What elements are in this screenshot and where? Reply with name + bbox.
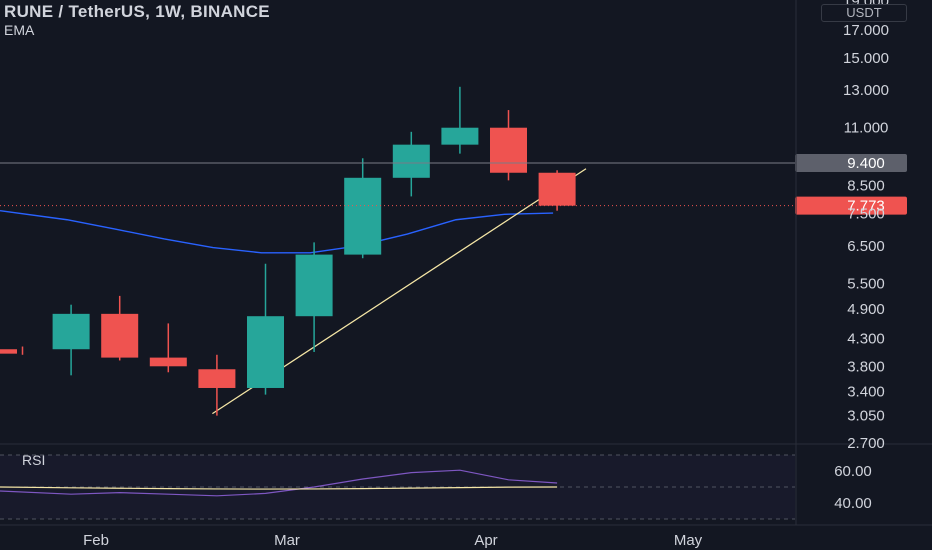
- indicator-label[interactable]: EMA: [4, 22, 35, 38]
- currency-badge[interactable]: USDT: [821, 4, 907, 22]
- candle-body: [0, 349, 17, 354]
- rsi-pane: 60.00 40.00: [0, 443, 932, 520]
- price-tick-label: 11.000: [844, 120, 889, 137]
- candle-bull: [52, 304, 90, 376]
- time-tick-label: Feb: [83, 532, 109, 549]
- candle-body: [149, 357, 187, 367]
- time-tick-label: Mar: [274, 532, 300, 549]
- rsi-band: [0, 455, 795, 519]
- horizontal-line-layer[interactable]: 9.400 7.773: [0, 153, 907, 215]
- candles-layer[interactable]: [0, 86, 576, 416]
- symbol-title[interactable]: RUNE / TetherUS, 1W, BINANCE: [4, 2, 270, 21]
- rsi-line: [0, 469, 558, 497]
- candle-bear: [101, 295, 139, 361]
- rsi-label[interactable]: RSI: [22, 452, 46, 468]
- hline-price-tag: [795, 153, 907, 172]
- candle-body: [198, 369, 236, 388]
- candle-bull: [441, 86, 479, 154]
- candle-body: [247, 316, 284, 388]
- candle-bear: [149, 323, 187, 373]
- rsi-ma-line: [0, 486, 558, 490]
- candle-bull: [392, 131, 430, 197]
- price-tick-label: 8.500: [847, 178, 885, 195]
- candle-bull: [344, 158, 382, 259]
- price-tick-label: 3.050: [847, 408, 885, 425]
- candle-body: [295, 254, 333, 317]
- price-tick-label: 5.500: [847, 275, 885, 292]
- candle-bear: [490, 110, 527, 181]
- time-tick-label: Apr: [474, 532, 497, 549]
- ema-line-layer: [0, 210, 554, 254]
- candle-bull: [247, 263, 284, 395]
- candle-bull: [295, 242, 333, 352]
- candle-body: [441, 127, 479, 145]
- price-tick-label: 7.500: [847, 206, 885, 223]
- candle-bear: [0, 346, 24, 355]
- price-tick-label: 3.800: [847, 358, 885, 375]
- price-axis[interactable]: 19.00017.00015.00013.00011.0008.5007.500…: [795, 0, 889, 525]
- hline-price-label: 9.400: [847, 155, 885, 172]
- price-tick-label: 2.700: [847, 435, 885, 452]
- rsi-tick-label: 40.00: [834, 495, 872, 512]
- price-tick-label: 6.500: [847, 238, 885, 255]
- rsi-tick-label: 60.00: [834, 463, 872, 480]
- candle-bear: [538, 170, 576, 211]
- candle-bear: [198, 354, 236, 416]
- time-tick-label: May: [674, 532, 703, 549]
- price-tick-label: 15.000: [843, 50, 889, 67]
- last-price-tag: [795, 196, 907, 215]
- ema-line: [0, 210, 554, 254]
- price-tick-label: 17.000: [843, 22, 889, 39]
- price-tick-label: 4.900: [847, 301, 885, 318]
- time-axis[interactable]: Feb Mar Apr May: [0, 524, 932, 549]
- candle-body: [101, 313, 139, 358]
- price-tick-label: 13.000: [843, 82, 889, 99]
- last-price-label: 7.773: [847, 198, 885, 215]
- price-tick-label: 4.300: [847, 331, 885, 348]
- candle-body: [344, 177, 382, 255]
- candle-body: [538, 172, 576, 206]
- candle-body: [392, 144, 430, 178]
- price-tick-label: 3.400: [847, 383, 885, 400]
- chart-header: RUNE / TetherUS, 1W, BINANCE EMA: [4, 2, 270, 38]
- candle-body: [490, 127, 527, 173]
- candle-body: [52, 313, 90, 350]
